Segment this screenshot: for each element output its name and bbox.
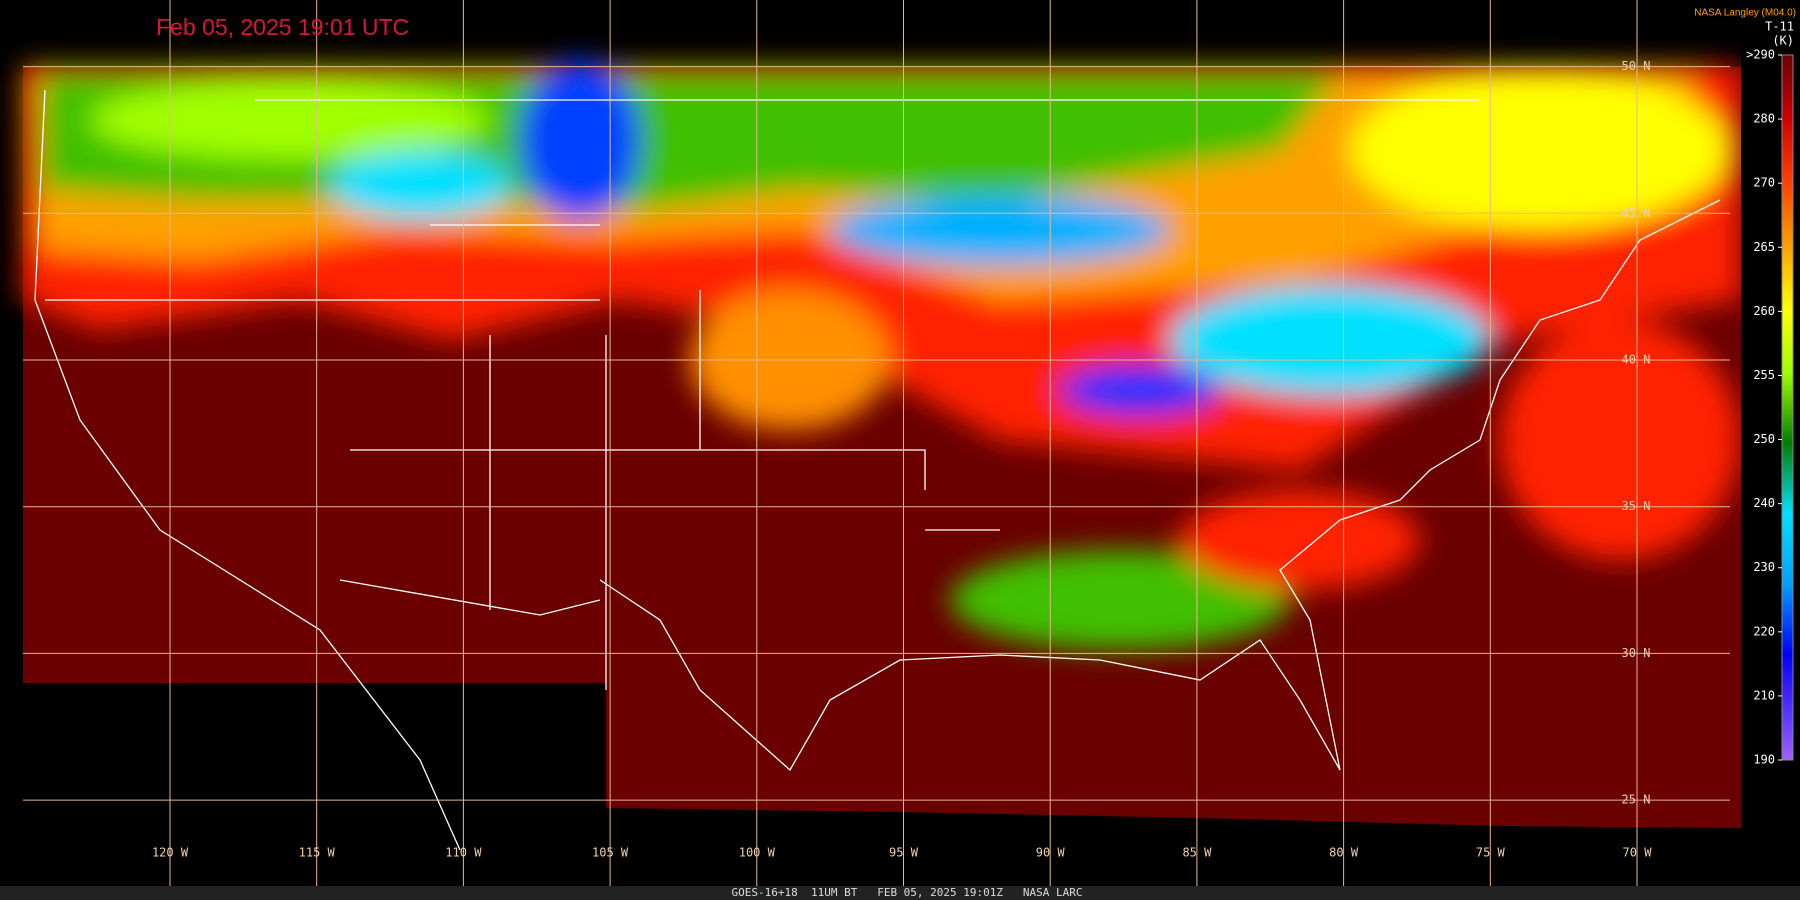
- timestamp: Feb 05, 2025 19:01 UTC: [156, 14, 409, 40]
- cloud-cyan: [330, 150, 510, 220]
- cloud-red: [1180, 490, 1420, 590]
- latitude-label: 25 N: [1622, 793, 1651, 807]
- cloud-cyan: [830, 195, 1170, 265]
- cloud-lime: [90, 80, 490, 160]
- cloud-cyan: [1170, 285, 1490, 395]
- latitude-label: 50 N: [1622, 59, 1651, 73]
- colorbar-unit: (K): [1772, 34, 1794, 48]
- imagery: [23, 60, 1741, 851]
- state-lines: [45, 99, 1480, 690]
- coastline: [34, 89, 461, 851]
- longitude-label: 100 W: [739, 846, 776, 860]
- cloud-blue: [520, 60, 640, 220]
- longitude-label: 110 W: [445, 846, 482, 860]
- longitude-label: 85 W: [1182, 846, 1212, 860]
- colorbar-tick-label: 270: [1753, 176, 1775, 190]
- cloud-blue: [1060, 365, 1220, 415]
- latitude-label: 30 N: [1622, 646, 1651, 660]
- colorbar-tick-label: 255: [1753, 368, 1775, 382]
- colorbar-tick-label: 260: [1753, 304, 1775, 318]
- colorbar-tick-label: 220: [1753, 624, 1775, 638]
- longitude-label: 95 W: [889, 846, 919, 860]
- footer-text: GOES-16+18 11UM BT FEB 05, 2025 19:01Z N…: [732, 886, 1083, 899]
- colorbar: [1781, 54, 1794, 761]
- colorbar-tick-label: 210: [1753, 688, 1775, 702]
- cloud-yellow: [1350, 70, 1730, 230]
- longitude-label: 75 W: [1476, 846, 1506, 860]
- source-label: NASA Langley (M04.0): [1694, 8, 1796, 19]
- latitude-label: 35 N: [1622, 499, 1651, 513]
- longitude-label: 90 W: [1036, 846, 1066, 860]
- longitude-label: 115 W: [299, 846, 336, 860]
- colorbar-tick-label: 240: [1753, 496, 1775, 510]
- footer-bar: [0, 886, 1800, 900]
- colorbar-tick-label: >290: [1746, 48, 1775, 62]
- colorbar-tick-label: 250: [1753, 432, 1775, 446]
- colorbar-title: T-11: [1765, 20, 1794, 34]
- colorbar-tick-label: 265: [1753, 240, 1775, 254]
- longitude-label: 120 W: [152, 846, 189, 860]
- colorbar-tick-label: 280: [1753, 112, 1775, 126]
- longitude-label: 105 W: [592, 846, 629, 860]
- latitude-label: 40 N: [1622, 353, 1651, 367]
- colorbar-ticks: >290 280 270 265 260 255 250 240 230 220 210 190: [1746, 48, 1782, 767]
- cloud-green: [950, 550, 1290, 650]
- latitude-label: 45 N: [1622, 206, 1651, 220]
- colorbar-tick-label: 230: [1753, 560, 1775, 574]
- cloud-red: [1500, 320, 1740, 560]
- longitude-label: 70 W: [1623, 846, 1653, 860]
- colorbar-tick-label: 190: [1753, 753, 1775, 767]
- graticule: 50 N 45 N 40 N 35 N 30 N 25 N 120 W 115 W 110 W 1…: [23, 0, 1730, 886]
- longitude-label: 80 W: [1329, 846, 1359, 860]
